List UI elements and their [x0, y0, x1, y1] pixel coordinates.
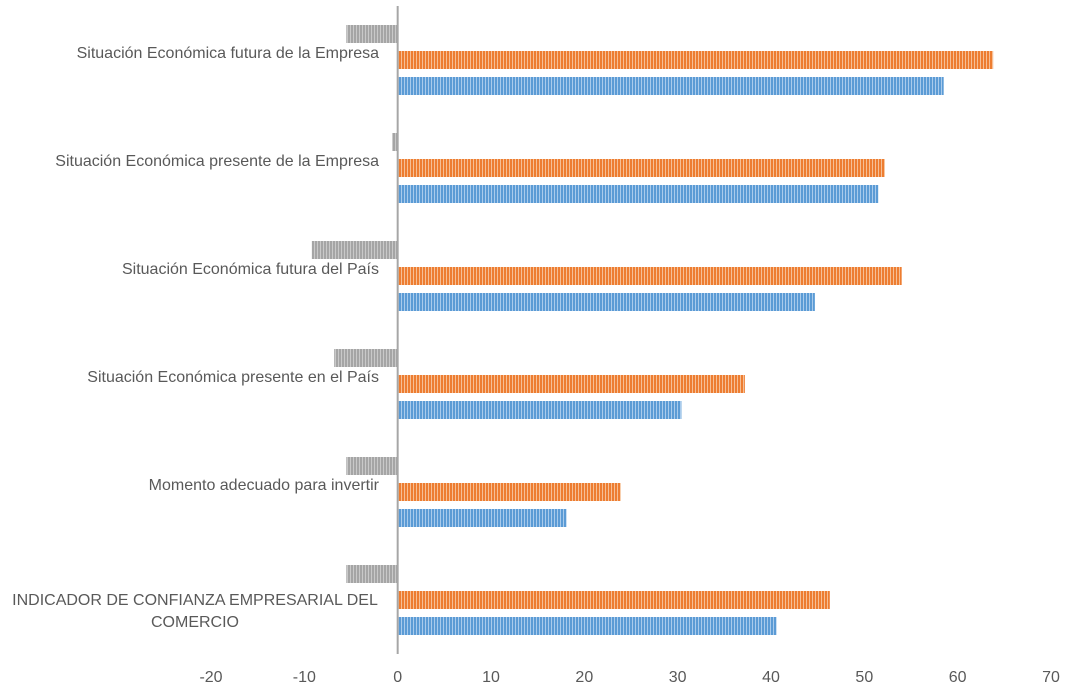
bars-layer: [311, 25, 994, 635]
bar-series3-cat4: [397, 293, 815, 311]
bar-series2-cat2: [397, 483, 621, 501]
bar-series2-cat6: [397, 51, 994, 69]
x-tick-label: 60: [949, 669, 967, 686]
category-label: Situación Económica futura de la Empresa: [77, 45, 379, 62]
bar-series2-cat4: [397, 267, 902, 285]
bar-series1-cat4: [311, 241, 398, 259]
x-tick-label: -10: [293, 669, 316, 686]
bar-series1-cat1: [346, 565, 398, 583]
x-tick-label: 10: [482, 669, 500, 686]
category-label: Situación Económica presente en el País: [87, 369, 379, 386]
x-tick-label: 20: [575, 669, 593, 686]
bar-series2-cat3: [397, 375, 745, 393]
x-tick-label: 50: [855, 669, 873, 686]
bar-series3-cat2: [397, 509, 567, 527]
x-tick-label: 40: [762, 669, 780, 686]
bar-series2-cat1: [397, 591, 830, 609]
bar-series3-cat6: [397, 77, 944, 95]
bar-series2-cat5: [397, 159, 885, 177]
category-label: Situación Económica futura del País: [122, 261, 379, 278]
bar-series1-cat6: [346, 25, 398, 43]
bar-series1-cat2: [346, 457, 398, 475]
x-tick-label: -20: [199, 669, 222, 686]
bar-series3-cat5: [397, 185, 879, 203]
labels-layer: INDICADOR DE CONFIANZA EMPRESARIAL DEL CO…: [12, 45, 1060, 686]
bar-series3-cat1: [397, 617, 777, 635]
x-tick-label: 0: [393, 669, 402, 686]
bar-series1-cat5: [392, 133, 398, 151]
category-label: INDICADOR DE CONFIANZA EMPRESARIAL DEL CO…: [12, 592, 378, 631]
bar-series1-cat3: [334, 349, 398, 367]
x-tick-label: 70: [1042, 669, 1060, 686]
category-label: Momento adecuado para invertir: [149, 477, 380, 494]
x-tick-label: 30: [669, 669, 687, 686]
bar-series3-cat3: [397, 401, 682, 419]
category-label: Situación Económica presente de la Empre…: [55, 153, 379, 170]
